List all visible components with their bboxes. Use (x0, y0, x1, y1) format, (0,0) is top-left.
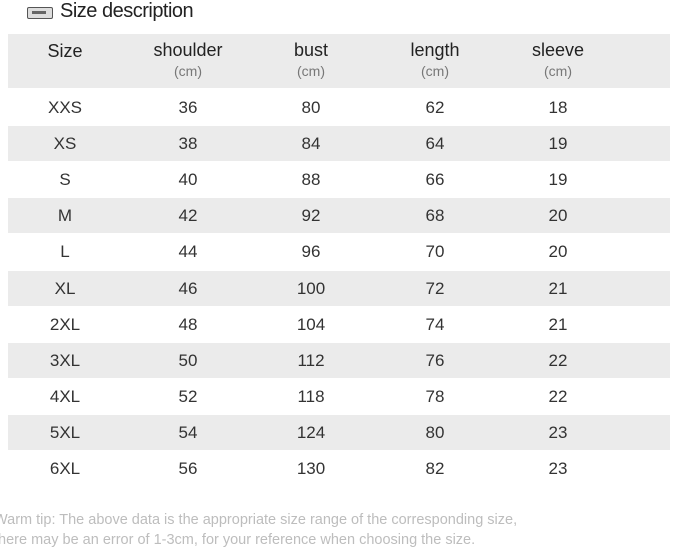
measurement: 74 (425, 314, 445, 334)
measurement: 68 (425, 206, 445, 226)
measurement: 20 (548, 206, 568, 226)
measurement: 64 (425, 134, 445, 154)
size-label: 6XL (49, 459, 81, 478)
column-header: bust (293, 40, 329, 60)
size-label: XS (53, 134, 77, 154)
measurement: 100 (296, 278, 326, 298)
size-label: 3XL (49, 350, 81, 370)
table-row: M 42 92 68 20 (8, 198, 670, 234)
column-unit: (cm) (544, 63, 572, 79)
measurement: 19 (548, 134, 568, 154)
measurement: 21 (548, 314, 568, 334)
measurement: 22 (548, 350, 568, 370)
measurement: 44 (178, 242, 198, 262)
measurement: 19 (548, 170, 568, 190)
column-unit: (cm) (421, 63, 449, 79)
measurement: 56 (178, 459, 198, 478)
measurement: 104 (296, 314, 326, 334)
footnote-line: there may be an error of 1-3cm, for your… (0, 532, 476, 548)
measurement: 42 (178, 206, 198, 226)
measurement: 88 (301, 170, 321, 190)
measurement: 22 (548, 386, 568, 406)
table-row: S 40 88 66 19 (8, 162, 670, 197)
size-label: S (59, 170, 71, 190)
column-header: sleeve (531, 40, 585, 60)
size-label: 2XL (49, 314, 81, 334)
title: Size description (60, 0, 194, 22)
header-row: Size shoulder (cm) bust (cm) length (cm) sleeve… (8, 34, 670, 88)
measurement: 70 (425, 242, 445, 262)
measurement: 124 (296, 422, 326, 442)
measurement: 62 (425, 98, 445, 117)
measurement: 92 (301, 206, 321, 226)
column-header: Size (47, 41, 83, 61)
measurement: 118 (297, 386, 325, 406)
table-row: L 44 96 70 20 (8, 234, 670, 269)
measurement: 38 (178, 134, 198, 154)
measurement: 46 (178, 278, 198, 298)
table-row: XS 38 84 64 19 (8, 126, 670, 162)
table-row: 4XL 52 118 78 22 (8, 379, 670, 414)
table-row: XXS 36 80 62 18 (8, 90, 670, 125)
size-label: XL (54, 278, 76, 298)
column-unit: (cm) (297, 63, 325, 79)
measurement: 80 (425, 422, 445, 442)
measurement: 96 (301, 242, 321, 262)
size-label: 5XL (49, 422, 81, 442)
measurement: 20 (548, 242, 568, 262)
measurement: 40 (178, 170, 198, 190)
size-label: XXS (47, 98, 83, 117)
column-header: length (410, 40, 460, 60)
size-label: 4XL (49, 386, 81, 406)
measurement: 82 (425, 459, 445, 478)
measurement: 72 (425, 278, 445, 298)
table-row: 2XL 48 104 74 21 (8, 307, 670, 342)
measurement: 84 (301, 134, 321, 154)
measurement: 66 (425, 170, 445, 190)
table-row: 3XL 50 112 76 22 (8, 342, 670, 378)
measurement: 130 (296, 459, 326, 478)
measurement: 23 (548, 459, 568, 478)
measurement: 112 (297, 350, 325, 370)
measurement: 50 (178, 350, 198, 370)
measurement: 76 (425, 350, 445, 370)
size-label: L (60, 242, 70, 262)
table-row: 5XL 54 124 80 23 (8, 414, 670, 450)
measurement: 48 (178, 314, 198, 334)
size-label: M (57, 206, 73, 226)
column-header: shoulder (153, 40, 223, 60)
measurement: 80 (301, 98, 321, 117)
footnote-line: Warm tip: The above data is the appropri… (0, 512, 518, 528)
measurement: 78 (425, 386, 445, 406)
measurement: 54 (178, 422, 198, 442)
ruler-icon (27, 7, 53, 19)
table-row: XL 46 100 72 21 (8, 270, 670, 306)
measurement: 18 (548, 98, 568, 117)
table-row: 6XL 56 130 82 23 (8, 451, 670, 486)
measurement: 21 (548, 278, 568, 298)
measurement: 36 (178, 98, 198, 117)
measurement: 52 (178, 386, 198, 406)
column-unit: (cm) (174, 63, 202, 79)
measurement: 23 (548, 422, 568, 442)
